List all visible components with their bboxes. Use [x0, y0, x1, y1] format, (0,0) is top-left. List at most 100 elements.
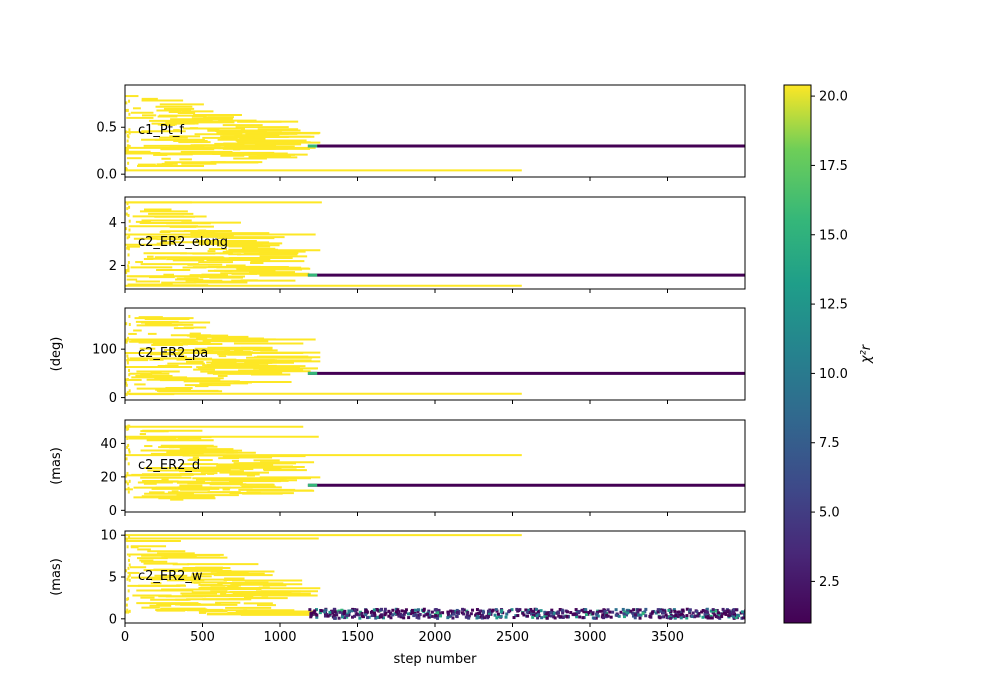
- walker-point: [333, 610, 337, 614]
- walker-point: [430, 610, 434, 614]
- walker-point: [128, 322, 131, 326]
- walker-point: [127, 462, 130, 466]
- walker-point: [475, 608, 479, 612]
- colorbar-tick-label: 5.0: [819, 506, 840, 521]
- walker-point: [126, 354, 129, 358]
- walker-point: [128, 578, 131, 582]
- panel-parameter-label: c2_ER2_elong: [138, 235, 228, 250]
- walker-point: [556, 610, 560, 614]
- walker-point: [358, 612, 362, 616]
- walker-point: [382, 616, 386, 620]
- walker-point: [384, 611, 388, 615]
- walker-point: [487, 614, 491, 618]
- walker-point: [524, 608, 528, 612]
- walker-point: [577, 609, 581, 613]
- walker-point: [358, 610, 362, 614]
- walker-point: [710, 616, 714, 620]
- walker-point: [364, 613, 368, 617]
- walker-point: [669, 616, 673, 620]
- walker-point: [126, 545, 129, 549]
- y-tick-label: 0: [109, 391, 117, 406]
- walker-point: [403, 610, 407, 614]
- walker-point: [457, 609, 461, 613]
- walker-point: [374, 616, 378, 620]
- walker-point: [370, 609, 374, 613]
- walker-point: [706, 613, 710, 617]
- colorbar-tick-label: 12.5: [819, 298, 848, 313]
- walker-point: [587, 611, 591, 615]
- walker-point: [720, 612, 724, 616]
- walker-point: [734, 608, 738, 612]
- walker-point: [360, 614, 364, 618]
- walker-point: [602, 616, 606, 620]
- walker-point: [321, 609, 325, 613]
- walker-point: [455, 608, 459, 612]
- walker-point: [661, 615, 665, 619]
- walker-point: [574, 608, 578, 612]
- walker-point: [127, 610, 130, 614]
- walker-point: [414, 613, 418, 617]
- walker-point: [539, 609, 543, 613]
- walker-point: [446, 616, 450, 620]
- walker-point: [499, 614, 503, 618]
- walker-point: [718, 616, 722, 620]
- walker-point: [709, 614, 713, 618]
- walker-point: [126, 246, 129, 250]
- walker-point: [633, 616, 637, 620]
- walker-point: [478, 609, 482, 613]
- walker-point: [553, 616, 557, 620]
- walker-point: [614, 608, 618, 612]
- walker-point: [552, 615, 556, 619]
- walker-point: [128, 112, 131, 116]
- walker-point: [701, 608, 705, 612]
- walker-point: [407, 616, 411, 620]
- walker-point: [688, 608, 692, 612]
- y-axis-label: (mas): [49, 558, 64, 596]
- x-tick-label: 2000: [418, 630, 451, 645]
- walker-point: [482, 610, 486, 614]
- walker-point: [486, 609, 490, 613]
- walker-point: [315, 615, 319, 619]
- walker-point: [128, 131, 131, 135]
- walker-point: [437, 613, 441, 617]
- walker-point: [656, 608, 660, 612]
- walker-point: [309, 615, 313, 619]
- x-tick-label: 1000: [263, 630, 296, 645]
- walker-point: [656, 610, 660, 614]
- walker-point: [402, 612, 406, 616]
- walker-point: [126, 359, 129, 363]
- walker-point: [323, 610, 327, 614]
- walker-point: [127, 427, 130, 431]
- y-tick-label: 2: [109, 259, 117, 274]
- walker-point: [589, 609, 593, 613]
- walker-point: [643, 610, 647, 614]
- walker-point: [625, 608, 629, 612]
- walker-point: [522, 613, 526, 617]
- y-axis-label: (deg): [49, 337, 64, 372]
- walker-point: [126, 437, 129, 441]
- walker-point: [345, 614, 349, 618]
- walker-point: [314, 608, 318, 612]
- walker-point: [425, 612, 429, 616]
- walker-point: [396, 608, 400, 612]
- walker-point: [717, 611, 721, 615]
- walker-point: [125, 603, 128, 607]
- walker-point: [724, 612, 728, 616]
- x-tick-label: 0: [121, 630, 129, 645]
- walker-traces: [125, 534, 745, 620]
- walker-point: [677, 610, 681, 614]
- walker-point: [734, 616, 738, 620]
- walker-point: [416, 609, 420, 613]
- walker-point: [487, 612, 491, 616]
- walker-point: [559, 615, 563, 619]
- walker-point: [743, 613, 745, 617]
- walker-point: [125, 269, 128, 273]
- walker-point: [127, 253, 130, 257]
- walker-point: [127, 269, 130, 273]
- walker-point: [499, 610, 503, 614]
- walker-point: [705, 610, 709, 614]
- walker-point: [644, 607, 648, 611]
- panel-c2_ER2_d: 0 20 40 c2_ER2_d (mas): [49, 419, 746, 519]
- walker-point: [591, 612, 595, 616]
- walker-traces: [125, 424, 745, 501]
